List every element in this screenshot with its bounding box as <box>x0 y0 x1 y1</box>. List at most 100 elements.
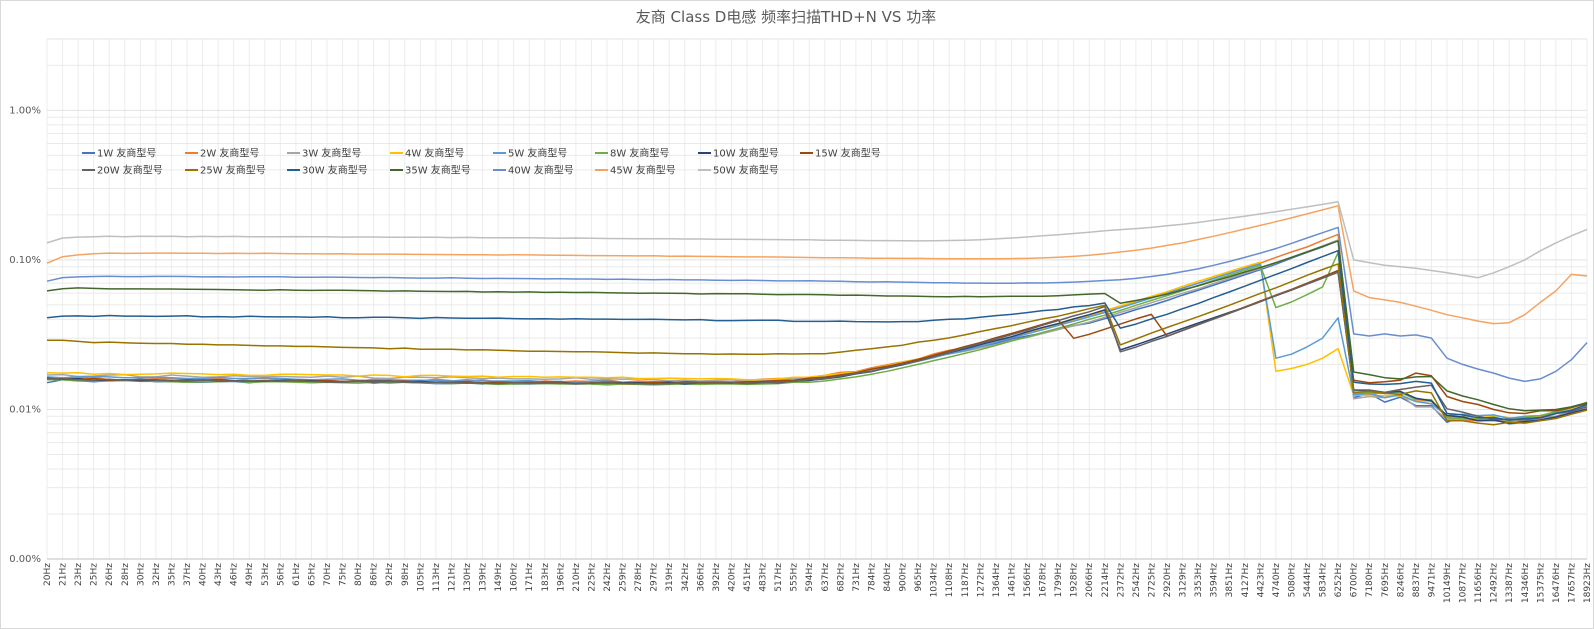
x-tick-label: 12492Hz <box>1490 563 1500 603</box>
x-tick-label: 259Hz <box>619 563 629 592</box>
x-tick-label: 13387Hz <box>1505 563 1515 603</box>
legend-label: 4W 友商型号 <box>405 147 464 160</box>
legend-item-40W: 40W 友商型号 <box>493 164 574 177</box>
x-tick-label: 14346Hz <box>1521 563 1531 603</box>
legend-label: 35W 友商型号 <box>405 164 471 177</box>
x-tick-label: 392Hz <box>712 563 722 592</box>
legend-label: 30W 友商型号 <box>302 164 368 177</box>
x-tick-label: 28Hz <box>121 563 131 586</box>
x-tick-label: 49Hz <box>245 563 255 586</box>
x-tick-label: 10877Hz <box>1459 563 1469 603</box>
x-tick-label: 160Hz <box>510 563 520 592</box>
series-line-5W <box>46 263 1588 420</box>
legend-label: 1W 友商型号 <box>97 147 156 160</box>
x-tick-label: 555Hz <box>790 563 800 592</box>
legend-item-5W: 5W 友商型号 <box>493 147 567 160</box>
x-tick-label: 8837Hz <box>1412 563 1422 598</box>
legend-label: 20W 友商型号 <box>97 164 163 177</box>
series-line-1W <box>46 239 1588 425</box>
x-tick-label: 43Hz <box>214 563 224 586</box>
legend-label: 15W 友商型号 <box>815 147 881 160</box>
series-line-35W <box>46 240 1588 412</box>
series-line-25W <box>47 263 1588 426</box>
x-tick-label: 26Hz <box>105 563 115 586</box>
x-tick-label: 3851Hz <box>1225 563 1235 598</box>
series-line-45W <box>46 205 1588 325</box>
series-line-20W <box>47 271 1588 421</box>
x-tick-label: 5444Hz <box>1303 563 1313 598</box>
legend-label: 25W 友商型号 <box>200 164 266 177</box>
series-line-8W <box>47 251 1588 422</box>
x-tick-label: 130Hz <box>463 563 473 592</box>
x-tick-label: 319Hz <box>665 563 675 592</box>
x-tick-label: 92Hz <box>385 563 395 586</box>
x-tick-label: 594Hz <box>805 563 815 592</box>
series-line-50W <box>46 200 1588 279</box>
y-axis: 0.00% 0.01% 0.10% 1.00% <box>9 105 41 565</box>
x-tick-label: 1678Hz <box>1039 563 1049 598</box>
legend-label: 5W 友商型号 <box>508 147 567 160</box>
legend-item-25W: 25W 友商型号 <box>185 164 266 177</box>
x-tick-label: 366Hz <box>696 563 706 592</box>
x-tick-label: 5834Hz <box>1319 563 1329 598</box>
x-tick-label: 113Hz <box>432 563 442 592</box>
x-tick-label: 10149Hz <box>1443 563 1453 603</box>
x-tick-label: 61Hz <box>292 563 302 586</box>
x-tick-label: 965Hz <box>914 563 924 592</box>
x-tick-label: 682Hz <box>836 563 846 592</box>
x-tick-label: 18923Hz <box>1583 563 1593 603</box>
x-tick-label: 297Hz <box>650 563 660 592</box>
legend: 1W 友商型号 2W 友商型号 3W 友商型号 4W 友商型号 5W 友商型号 8W 友商… <box>82 147 881 177</box>
x-tick-label: 25Hz <box>90 563 100 586</box>
legend-label: 50W 友商型号 <box>713 164 779 177</box>
x-tick-label: 7180Hz <box>1365 563 1375 598</box>
x-tick-label: 4127Hz <box>1241 563 1251 598</box>
x-tick-label: 2066Hz <box>1085 563 1095 598</box>
x-tick-label: 2214Hz <box>1101 563 1111 598</box>
legend-item-2W: 2W 友商型号 <box>185 147 259 160</box>
legend-item-3W: 3W 友商型号 <box>287 147 361 160</box>
grid <box>46 38 1588 560</box>
legend-item-30W: 30W 友商型号 <box>287 164 368 177</box>
legend-label: 45W 友商型号 <box>610 164 676 177</box>
x-tick-label: 3594Hz <box>1210 563 1220 598</box>
legend-item-8W: 8W 友商型号 <box>595 147 669 160</box>
legend-item-35W: 35W 友商型号 <box>390 164 471 177</box>
chart-title: 友商 Class D电感 频率扫描THD+N VS 功率 <box>636 8 936 26</box>
x-tick-label: 6252Hz <box>1334 563 1344 598</box>
x-tick-label: 40Hz <box>199 563 209 586</box>
y-tick-label: 0.01% <box>9 404 41 415</box>
x-tick-label: 840Hz <box>883 563 893 592</box>
legend-item-10W: 10W 友商型号 <box>698 147 779 160</box>
x-tick-label: 65Hz <box>307 563 317 586</box>
legend-item-1W: 1W 友商型号 <box>82 147 156 160</box>
y-tick-label: 1.00% <box>9 105 41 116</box>
x-tick-label: 2372Hz <box>1116 563 1126 598</box>
x-tick-label: 210Hz <box>572 563 582 592</box>
x-tick-label: 56Hz <box>276 563 286 586</box>
x-tick-label: 4423Hz <box>1256 563 1266 598</box>
x-tick-label: 731Hz <box>852 563 862 592</box>
x-tick-label: 75Hz <box>339 563 349 586</box>
x-tick-label: 1272Hz <box>976 563 986 598</box>
x-tick-label: 37Hz <box>183 563 193 586</box>
legend-item-45W: 45W 友商型号 <box>595 164 676 177</box>
legend-label: 8W 友商型号 <box>610 147 669 160</box>
x-tick-label: 149Hz <box>494 563 504 592</box>
legend-label: 40W 友商型号 <box>508 164 574 177</box>
x-tick-label: 420Hz <box>727 563 737 592</box>
x-tick-label: 9471Hz <box>1427 563 1437 598</box>
series-layer <box>46 200 1588 426</box>
x-tick-label: 98Hz <box>401 563 411 586</box>
x-tick-label: 1461Hz <box>1007 563 1017 598</box>
series-line-30W <box>46 249 1588 421</box>
x-tick-label: 2920Hz <box>1163 563 1173 598</box>
legend-item-20W: 20W 友商型号 <box>82 164 163 177</box>
x-tick-label: 278Hz <box>634 563 644 592</box>
x-tick-label: 16476Hz <box>1552 563 1562 603</box>
series-line-40W <box>46 226 1588 383</box>
x-tick-label: 784Hz <box>867 563 877 592</box>
x-tick-label: 1034Hz <box>930 563 940 598</box>
